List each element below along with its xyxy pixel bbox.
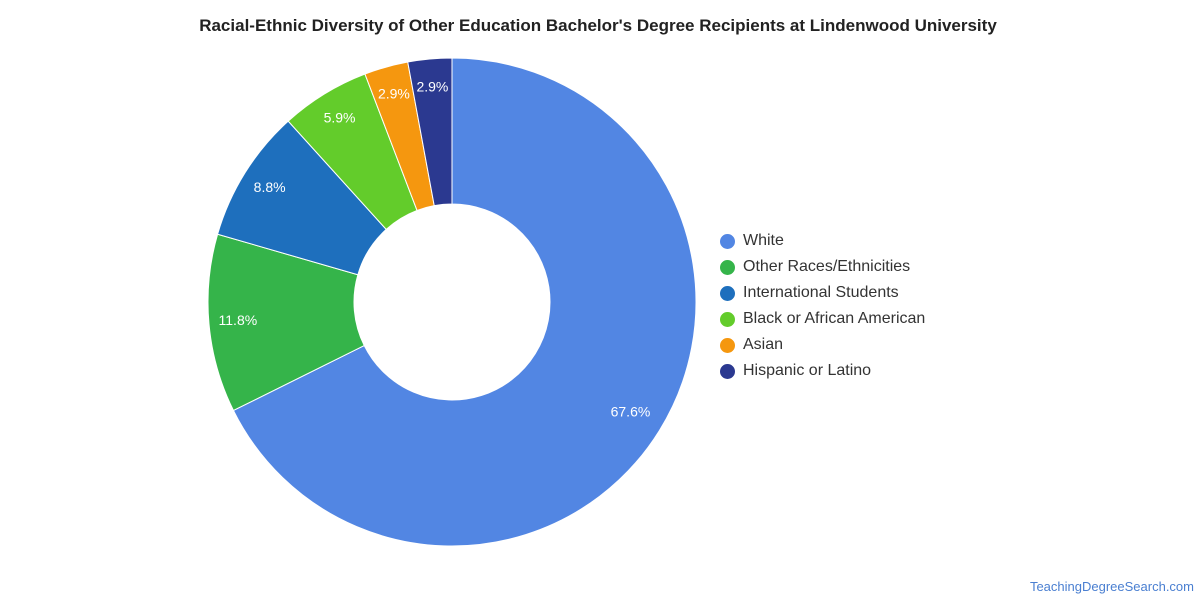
legend-item-asian: Asian (720, 332, 925, 358)
slice-label-other-races-ethnicities: 11.8% (219, 312, 258, 328)
chart-legend: White Other Races/Ethnicities Internationa… (720, 228, 925, 384)
legend-marker (720, 363, 735, 379)
legend-label: Asian (743, 336, 784, 353)
slice-label-black-or-african-american: 5.9% (324, 109, 356, 125)
legend-item-white: White (720, 228, 925, 254)
legend-marker (720, 233, 735, 249)
chart-title: Racial-Ethnic Diversity of Other Educati… (199, 16, 997, 35)
legend-marker (720, 259, 735, 275)
legend-label: International Students (743, 284, 899, 301)
legend-label: White (743, 232, 784, 249)
legend-item-black-or-african-american: Black or African American (720, 306, 925, 332)
legend-marker (720, 311, 735, 327)
legend-label: Hispanic or Latino (743, 362, 872, 379)
slice-label-hispanic-or-latino: 2.9% (416, 79, 448, 95)
slice-hispanic-or-latino (407, 57, 453, 207)
legend-item-international-students: International Students (720, 280, 925, 306)
legend-marker (720, 337, 735, 353)
legend-label: Black or African American (743, 310, 926, 327)
slice-label-asian: 2.9% (378, 86, 410, 102)
slice-white (232, 57, 697, 547)
watermark: TeachingDegreeSearch.com (1029, 579, 1194, 594)
slice-label-white: 67.6% (611, 403, 651, 419)
legend-item-hispanic-or-latino: Hispanic or Latino (720, 358, 925, 384)
slice-label-international-students: 8.8% (254, 179, 286, 195)
legend-item-other-races-ethnicities: Other Races/Ethnicities (720, 254, 925, 280)
slice-other-races-ethnicities (207, 233, 365, 412)
legend-marker (720, 285, 735, 301)
legend-label: Other Races/Ethnicities (743, 258, 911, 275)
